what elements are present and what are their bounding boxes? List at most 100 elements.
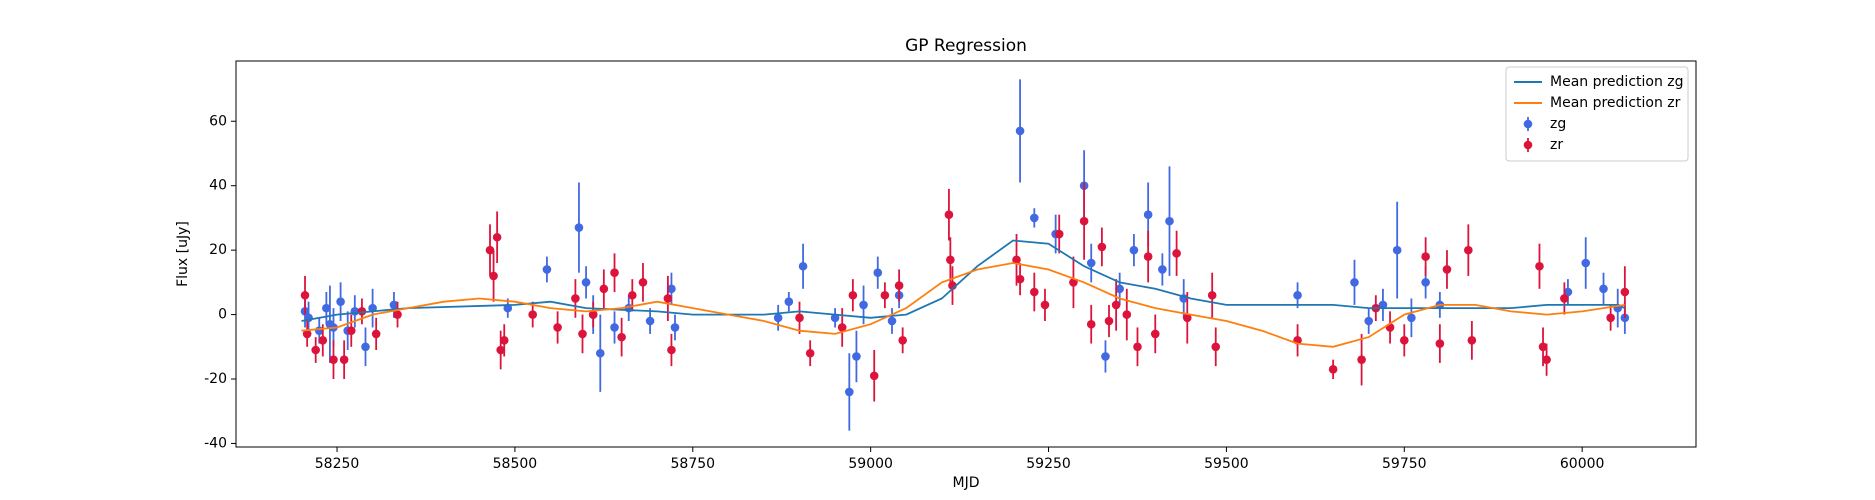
data-point [837, 323, 847, 332]
data-point [1399, 336, 1409, 345]
data-point [485, 245, 495, 255]
data-point [357, 307, 367, 316]
data-point [588, 310, 598, 319]
data-point [489, 271, 498, 281]
data-point [1086, 258, 1096, 268]
data-point [852, 352, 861, 361]
legend-label: Mean prediction zg [1550, 74, 1684, 90]
data-point [336, 297, 345, 306]
data-point [1464, 245, 1473, 255]
data-point [1467, 336, 1477, 345]
data-point [1158, 265, 1167, 274]
data-point [1392, 245, 1402, 255]
y-tick-label: -40 [204, 435, 227, 451]
data-point [318, 336, 328, 345]
data-point [1599, 284, 1608, 294]
data-point [1357, 355, 1366, 364]
data-point [339, 355, 349, 364]
data-point [1182, 313, 1192, 323]
data-point [645, 316, 655, 326]
data-point [1104, 316, 1114, 326]
data-point [1165, 216, 1174, 226]
data-point [1542, 355, 1551, 364]
data-point [389, 300, 399, 310]
data-point [1421, 252, 1430, 261]
data-point [869, 371, 879, 381]
data-point [1115, 284, 1124, 294]
data-point [1111, 300, 1121, 310]
data-point [1015, 126, 1025, 136]
x-tick-label: 59750 [1382, 456, 1427, 472]
x-tick-label: 58500 [493, 456, 538, 472]
legend-marker [1523, 119, 1533, 129]
data-point [492, 232, 502, 242]
x-tick-label: 59500 [1204, 456, 1249, 472]
data-point [1364, 316, 1374, 326]
mean-line [301, 262, 1625, 348]
data-point [1030, 213, 1039, 223]
data-point [798, 261, 808, 271]
data-point [361, 342, 370, 352]
legend-box [1505, 66, 1689, 162]
y-tick-label: 60 [209, 113, 227, 129]
data-point [1207, 290, 1217, 300]
data-point [499, 336, 509, 345]
data-point [628, 290, 637, 300]
data-point [1378, 300, 1388, 310]
data-point [553, 323, 562, 332]
data-point [944, 210, 954, 219]
data-point [528, 310, 537, 319]
data-point [571, 294, 580, 303]
data-point [848, 290, 858, 300]
data-point [1015, 274, 1025, 284]
x-tick-label: 60000 [1560, 456, 1605, 472]
data-point [595, 348, 605, 358]
y-tick-label: 20 [209, 242, 227, 258]
data-point [610, 268, 619, 277]
data-point [1620, 287, 1630, 297]
data-point [1581, 258, 1591, 268]
data-point [1030, 287, 1039, 297]
data-point [302, 329, 312, 339]
axes-frame [235, 60, 1697, 448]
chart-title: GP Regression [905, 36, 1027, 56]
legend-label: zg [1550, 116, 1566, 132]
data-point [1560, 294, 1569, 303]
data-point [599, 284, 609, 294]
data-point [574, 223, 584, 232]
data-point [667, 345, 676, 355]
data-point [1054, 229, 1064, 239]
data-point [845, 387, 854, 397]
data-point [1122, 310, 1132, 319]
y-tick-label: -20 [204, 371, 227, 387]
data-point [670, 323, 680, 332]
data-point [667, 284, 676, 294]
legend-label: zr [1550, 137, 1563, 153]
data-point [1421, 278, 1430, 287]
data-point [581, 278, 591, 287]
x-axis-label: MJD [953, 475, 980, 491]
data-point [1535, 261, 1544, 271]
data-point [859, 300, 868, 310]
data-point [1328, 365, 1338, 374]
data-point [1563, 287, 1573, 297]
x-tick-label: 59250 [1026, 456, 1071, 472]
data-point [542, 265, 552, 274]
mean-line [301, 239, 1626, 322]
data-point [311, 345, 320, 355]
data-point [371, 329, 381, 339]
data-point [329, 355, 338, 364]
data-point [805, 348, 815, 358]
data-point [1101, 352, 1110, 361]
legend-label: Mean prediction zr [1550, 95, 1681, 111]
data-point [1172, 249, 1181, 258]
data-point [1129, 245, 1139, 255]
data-point [578, 329, 587, 339]
data-point [1606, 313, 1615, 323]
data-point [1435, 339, 1445, 348]
data-point [393, 310, 402, 319]
data-point [784, 297, 794, 306]
data-point [1150, 329, 1160, 339]
x-tick-label: 58250 [315, 456, 360, 472]
